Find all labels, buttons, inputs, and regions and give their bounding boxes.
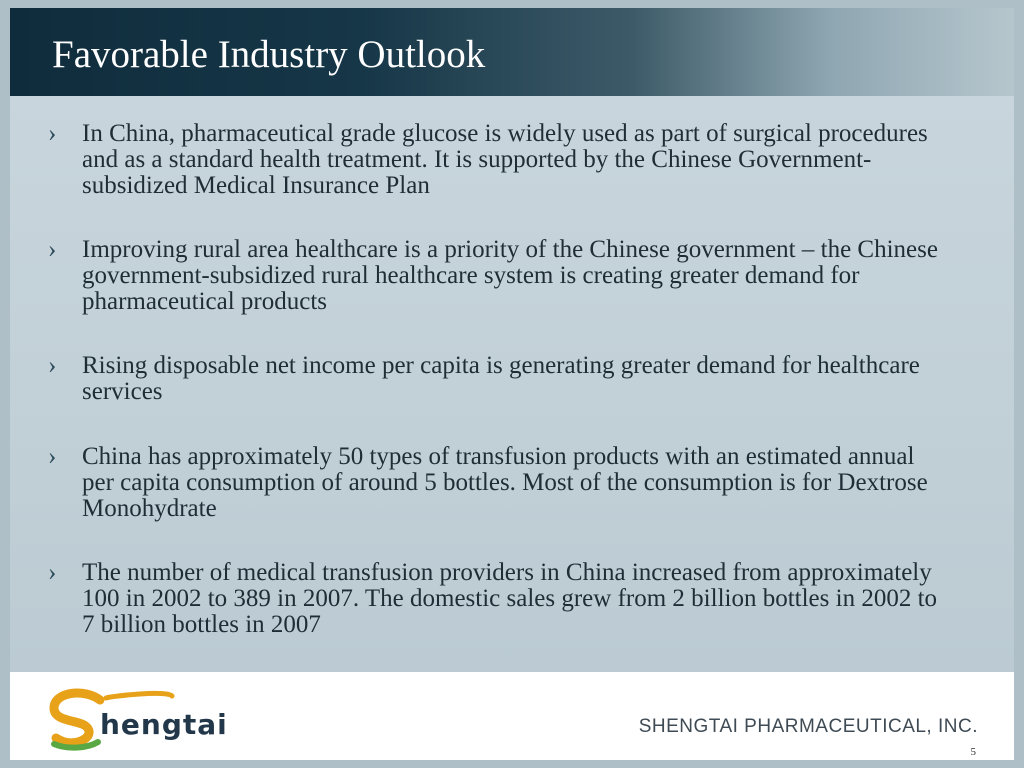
page-number: 5 xyxy=(970,746,977,758)
content-area: › In China, pharmaceutical grade glucose… xyxy=(10,96,1014,672)
bullet-marker: › xyxy=(48,559,57,586)
bullet-marker: › xyxy=(48,236,57,263)
logo-s-mark-icon xyxy=(49,688,175,751)
bullet-text: Improving rural area healthcare is a pri… xyxy=(82,236,938,315)
logo-wordmark: hengtai xyxy=(100,708,228,741)
title-bar: Favorable Industry Outlook xyxy=(10,8,1014,96)
bullet-marker: › xyxy=(48,352,57,379)
bullet-marker: › xyxy=(48,443,57,470)
bullet-item: › China has approximately 50 types of tr… xyxy=(48,444,948,522)
slide-title: Favorable Industry Outlook xyxy=(52,33,486,76)
bullet-item: › Rising disposable net income per capit… xyxy=(48,353,948,405)
bullet-item: › In China, pharmaceutical grade glucose… xyxy=(48,121,948,199)
bullet-item: › Improving rural area healthcare is a p… xyxy=(48,237,948,315)
bullet-text: China has approximately 50 types of tran… xyxy=(82,443,928,522)
bullet-item: › The number of medical transfusion prov… xyxy=(48,560,948,638)
footer: hengtai SHENGTAI PHARMACEUTICAL, INC. 5 xyxy=(10,672,1014,760)
bullet-text: In China, pharmaceutical grade glucose i… xyxy=(82,120,928,199)
company-name: SHENGTAI PHARMACEUTICAL, INC. xyxy=(638,716,978,737)
bullet-text: The number of medical transfusion provid… xyxy=(82,559,938,638)
shengtai-logo: hengtai xyxy=(48,686,248,752)
bullet-text: Rising disposable net income per capita … xyxy=(82,352,920,405)
bullet-marker: › xyxy=(48,120,57,147)
